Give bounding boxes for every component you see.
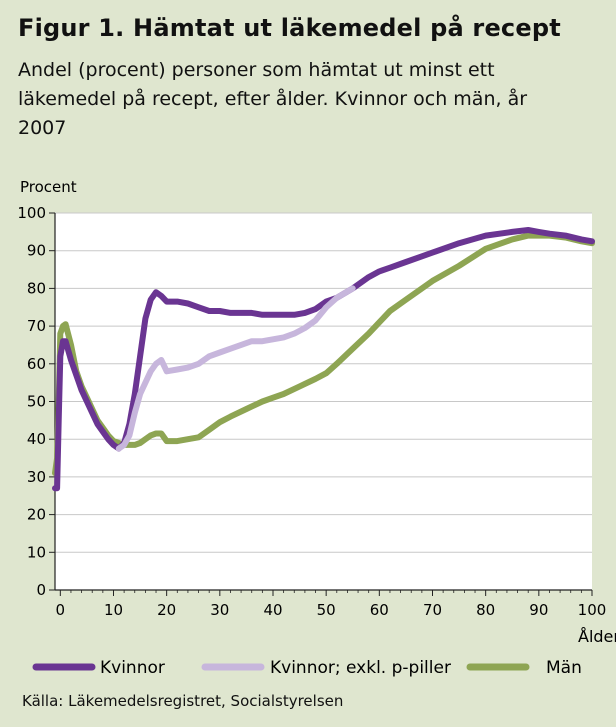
x-tick-label: 0 xyxy=(56,601,66,619)
x-tick-label: 50 xyxy=(317,601,336,619)
y-tick-label: 90 xyxy=(27,242,46,260)
chart-subtitle: Andel (procent) personer som hämtat ut m… xyxy=(18,59,528,139)
legend-label-kvinnor-exkl: Kvinnor; exkl. p-piller xyxy=(270,658,451,678)
y-tick-label: 20 xyxy=(27,506,46,524)
y-tick-labels: 0 10 20 30 40 50 60 70 80 90 100 xyxy=(17,204,55,599)
grid-lines xyxy=(54,212,592,591)
series-lines xyxy=(52,227,595,492)
y-tick-label: 50 xyxy=(27,393,46,411)
x-tick-label: 60 xyxy=(370,601,389,619)
x-tick-label: 30 xyxy=(210,601,229,619)
y-tick-label: 30 xyxy=(27,468,46,486)
legend: Kvinnor Kvinnor; exkl. p-piller Män xyxy=(32,658,582,678)
x-tick-label: 100 xyxy=(578,601,607,619)
x-tick-label: 80 xyxy=(476,601,495,619)
x-tick-label: 20 xyxy=(157,601,176,619)
series-line-kvinnor-exkl xyxy=(115,285,356,452)
x-tick-labels: 0 10 20 30 40 50 60 70 80 90 100 xyxy=(56,590,607,619)
y-tick-label: 10 xyxy=(27,543,46,561)
source-note: Källa: Läkemedelsregistret, Socialstyrel… xyxy=(22,692,344,710)
y-axis-label: Procent xyxy=(20,178,77,196)
legend-label-kvinnor: Kvinnor xyxy=(100,658,165,678)
y-tick-label: 40 xyxy=(27,430,46,448)
chart-title: Figur 1. Hämtat ut läkemedel på recept xyxy=(18,14,561,42)
y-tick-label: 60 xyxy=(27,355,46,373)
series-line-kvinnor xyxy=(52,227,595,492)
y-tick-label: 80 xyxy=(27,279,46,297)
x-tick-label: 90 xyxy=(529,601,548,619)
y-tick-label: 100 xyxy=(17,204,46,222)
y-tick-label: 70 xyxy=(27,317,46,335)
x-tick-label: 70 xyxy=(423,601,442,619)
x-tick-label: 40 xyxy=(263,601,282,619)
x-tick-label: 10 xyxy=(104,601,123,619)
legend-label-man: Män xyxy=(546,658,582,678)
x-axis-label: Ålder xyxy=(578,627,616,646)
y-tick-label: 0 xyxy=(36,581,46,599)
